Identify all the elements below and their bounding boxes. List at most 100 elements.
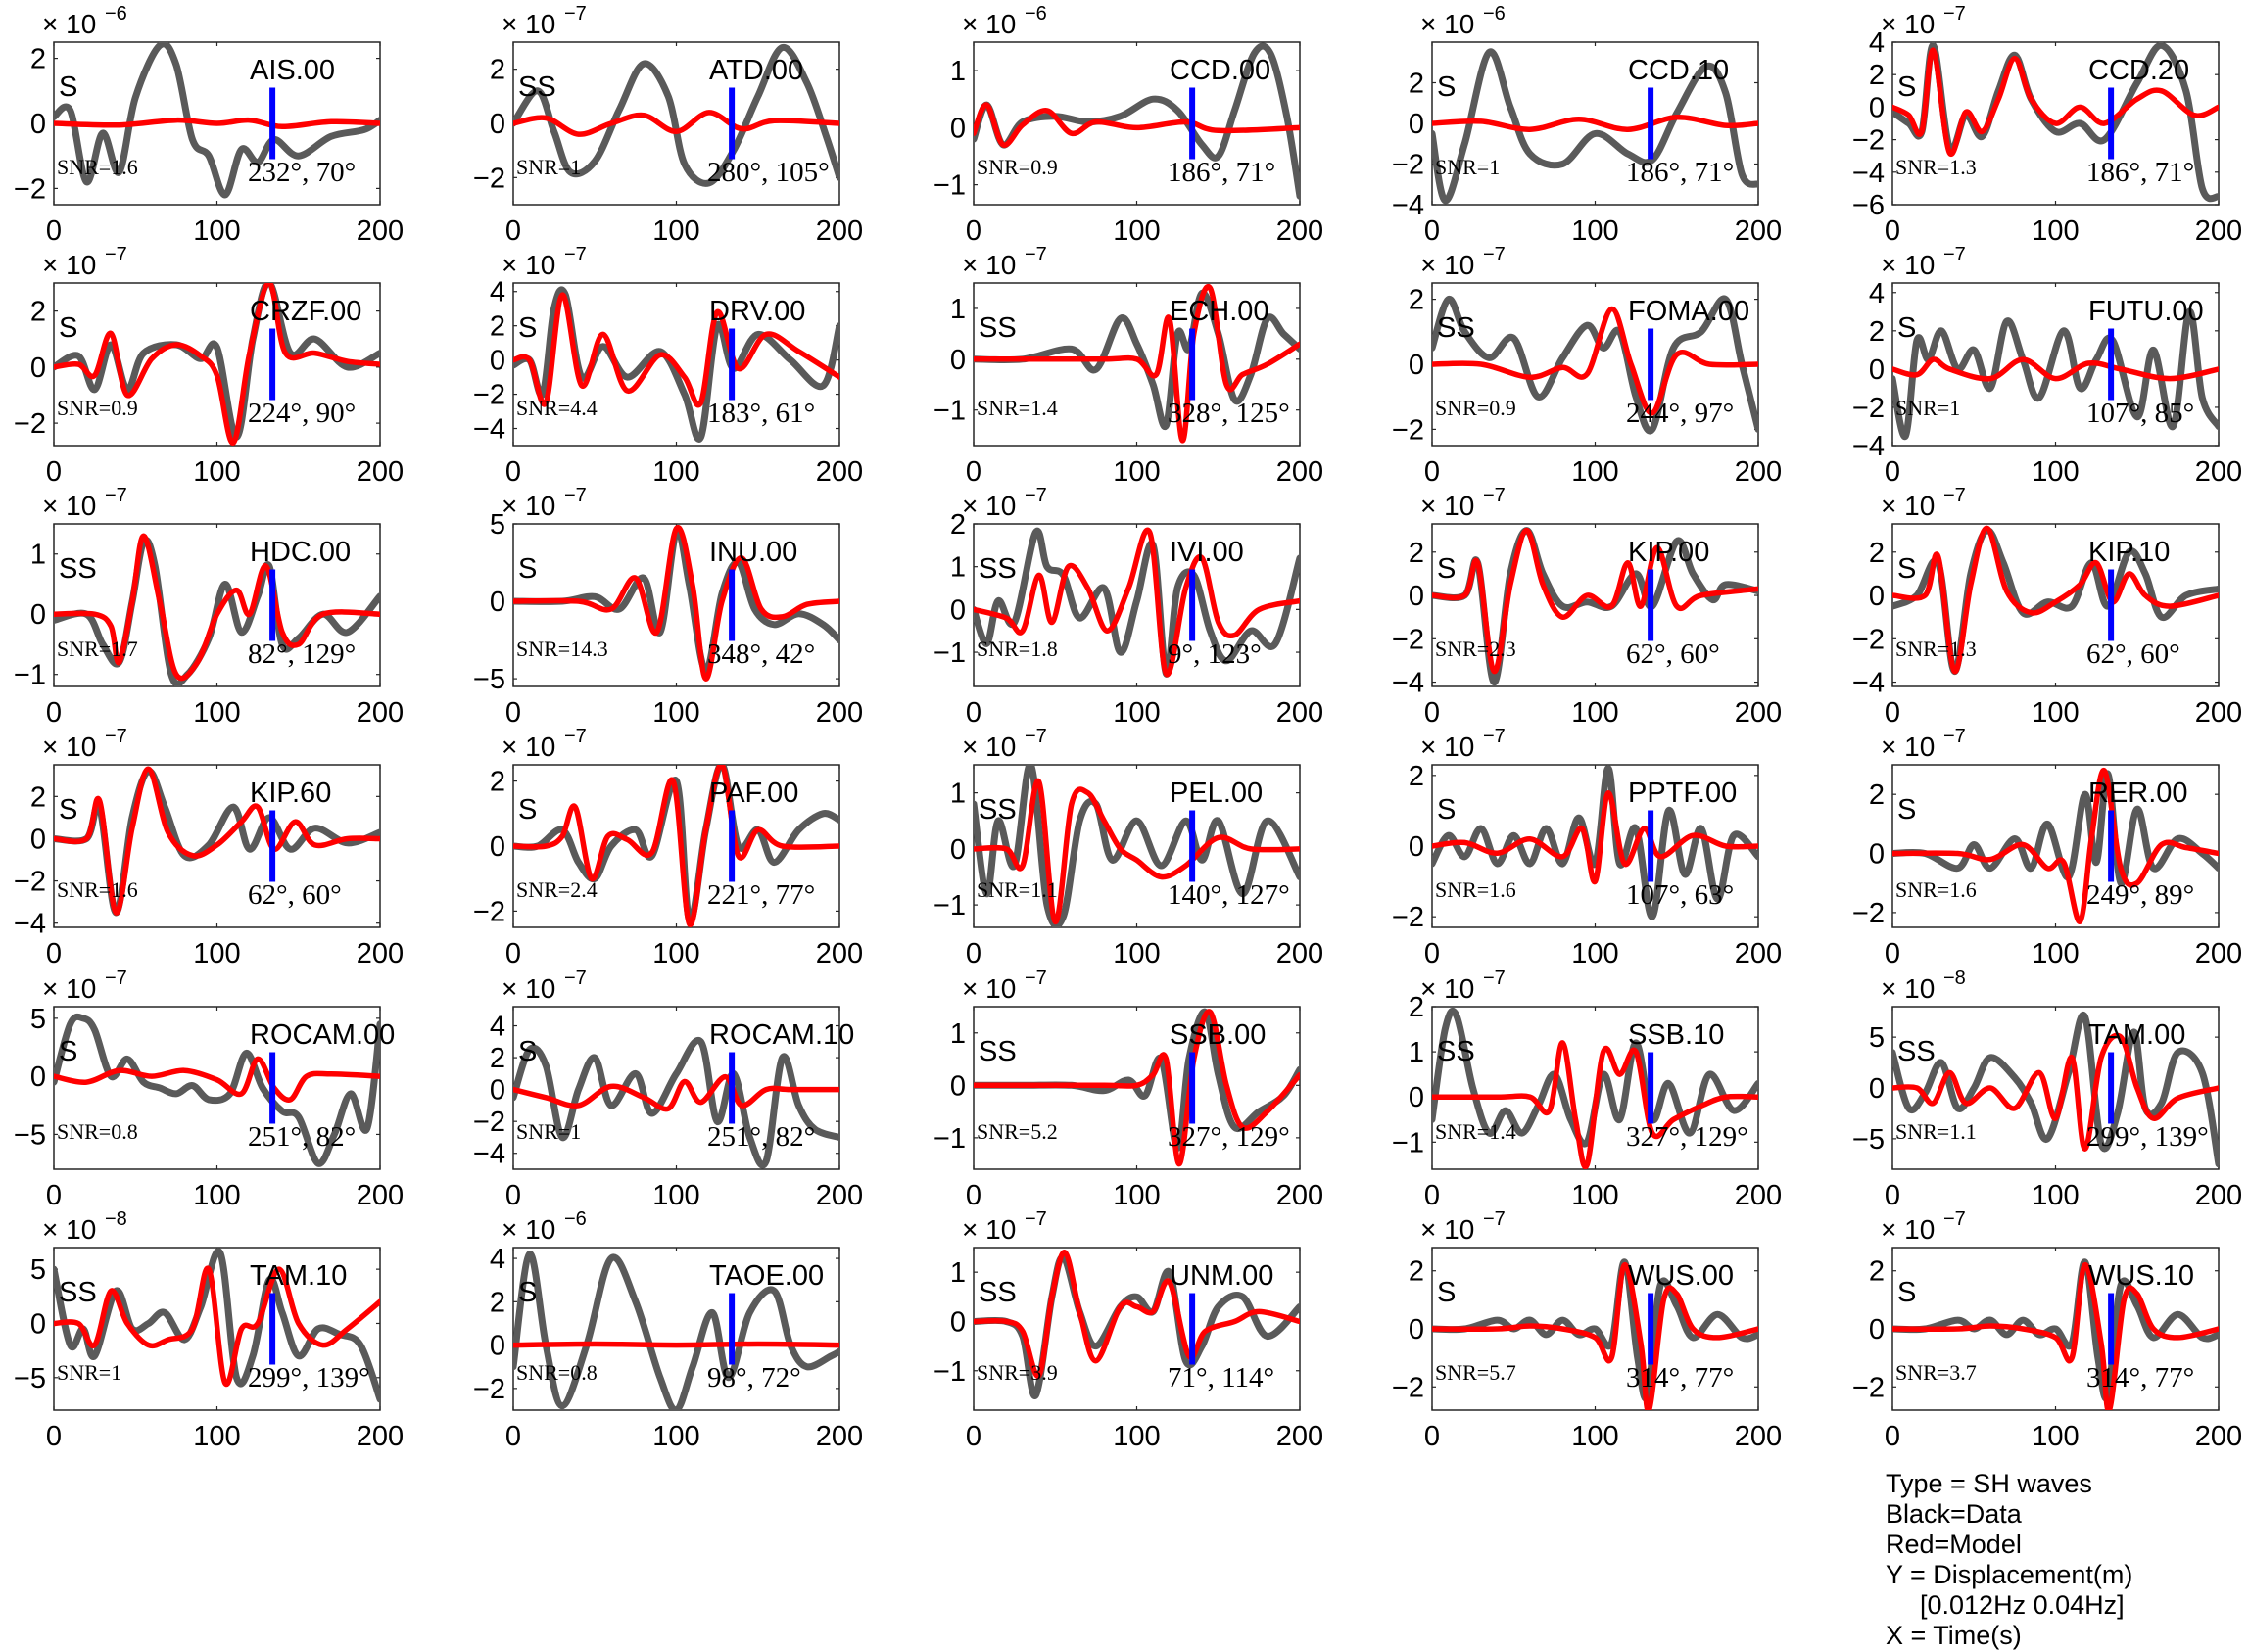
y-tick-label: −6 bbox=[1852, 190, 1885, 221]
x-tick-label: 200 bbox=[1735, 456, 1782, 488]
plot-area bbox=[1892, 42, 2219, 203]
phase-label: SS bbox=[979, 1036, 1017, 1067]
y-tick-label: 1 bbox=[950, 1257, 966, 1289]
exponent-value: −7 bbox=[1483, 244, 1506, 265]
phase-label: S bbox=[59, 71, 77, 103]
plot-area bbox=[1892, 307, 2219, 440]
x-tick-label: 100 bbox=[1571, 1180, 1618, 1211]
model-trace bbox=[1892, 1032, 2219, 1153]
exponent-value: −6 bbox=[564, 1208, 587, 1230]
angles-label: 186°, 71° bbox=[1626, 157, 1734, 188]
phase-label: S bbox=[59, 794, 77, 826]
y-tick-label: 2 bbox=[1869, 779, 1885, 811]
plot-area bbox=[1432, 48, 1758, 205]
x-tick-label: 200 bbox=[816, 697, 863, 729]
x-tick-label: 200 bbox=[2195, 456, 2242, 488]
snr-label: SNR=1.3 bbox=[1895, 637, 1977, 661]
snr-label: SNR=5.7 bbox=[1435, 1360, 1516, 1385]
model-trace bbox=[974, 527, 1300, 678]
x-tick-label: 200 bbox=[357, 1180, 404, 1211]
y-tick-label: 0 bbox=[1869, 354, 1885, 386]
y-tick-label: −5 bbox=[14, 1119, 46, 1151]
snr-label: SNR=1.4 bbox=[1435, 1119, 1516, 1144]
snr-label: SNR=1.7 bbox=[57, 637, 138, 661]
station-label: PPTF.00 bbox=[1628, 778, 1737, 809]
x-tick-label: 200 bbox=[1735, 1180, 1782, 1211]
station-label: HDC.00 bbox=[250, 537, 351, 568]
exponent-label: × 10 bbox=[1420, 491, 1474, 521]
exponent-value: −7 bbox=[105, 968, 127, 989]
exponent-label: × 10 bbox=[502, 1214, 555, 1245]
x-tick-label: 0 bbox=[46, 697, 62, 729]
model-trace bbox=[54, 1265, 380, 1388]
x-tick-label: 200 bbox=[1276, 938, 1323, 969]
angles-label: 98°, 72° bbox=[707, 1362, 801, 1393]
model-trace bbox=[54, 117, 380, 130]
x-tick-label: 100 bbox=[2032, 456, 2079, 488]
x-tick-label: 0 bbox=[1424, 938, 1440, 969]
exponent-value: −7 bbox=[1943, 726, 1966, 747]
exponent-label: × 10 bbox=[962, 9, 1016, 39]
x-tick-label: 200 bbox=[816, 215, 863, 247]
x-tick-label: 200 bbox=[2195, 938, 2242, 969]
y-tick-label: 0 bbox=[1409, 350, 1424, 381]
y-tick-label: 0 bbox=[1869, 581, 1885, 612]
x-tick-label: 0 bbox=[1424, 215, 1440, 247]
model-trace bbox=[1432, 790, 1758, 884]
y-tick-label: −2 bbox=[473, 1374, 505, 1405]
x-tick-label: 0 bbox=[966, 938, 981, 969]
exponent-label: × 10 bbox=[502, 9, 555, 39]
exponent-label: × 10 bbox=[1881, 732, 1935, 762]
y-tick-label: 0 bbox=[490, 587, 505, 618]
y-tick-label: −1 bbox=[14, 660, 46, 691]
station-label: DRV.00 bbox=[709, 296, 805, 327]
y-tick-label: 0 bbox=[1409, 581, 1424, 612]
snr-label: SNR=0.8 bbox=[57, 1119, 138, 1144]
model-trace bbox=[1892, 525, 2219, 675]
data-trace bbox=[974, 1253, 1300, 1399]
phase-label: S bbox=[518, 794, 537, 826]
data-trace bbox=[1432, 48, 1758, 205]
snr-label: SNR=1 bbox=[1435, 155, 1500, 179]
phase-label: S bbox=[518, 1036, 537, 1067]
angles-label: 9°, 123° bbox=[1168, 638, 1262, 670]
data-trace bbox=[54, 283, 380, 441]
y-tick-label: 0 bbox=[30, 109, 46, 140]
data-trace bbox=[513, 1036, 839, 1169]
x-tick-label: 100 bbox=[1113, 1180, 1160, 1211]
exponent-label: × 10 bbox=[1881, 973, 1935, 1004]
station-label: TAOE.00 bbox=[709, 1260, 824, 1292]
y-tick-label: 5 bbox=[1869, 1022, 1885, 1054]
snr-label: SNR=3.9 bbox=[977, 1360, 1058, 1385]
station-label: CCD.20 bbox=[2088, 55, 2189, 86]
y-tick-label: 0 bbox=[490, 1331, 505, 1362]
snr-label: SNR=1.3 bbox=[1895, 155, 1977, 179]
y-tick-label: 5 bbox=[30, 1004, 46, 1035]
snr-label: SNR=1.6 bbox=[1895, 877, 1977, 902]
x-tick-label: 200 bbox=[816, 1180, 863, 1211]
exponent-value: −7 bbox=[1943, 485, 1966, 506]
angles-label: 107°, 85° bbox=[2086, 398, 2194, 429]
x-tick-label: 200 bbox=[357, 938, 404, 969]
exponent-value: −6 bbox=[1483, 3, 1506, 24]
exponent-label: × 10 bbox=[502, 250, 555, 280]
y-tick-label: −2 bbox=[1852, 1372, 1885, 1403]
x-tick-label: 100 bbox=[652, 215, 699, 247]
snr-label: SNR=1.4 bbox=[977, 396, 1058, 420]
x-tick-label: 200 bbox=[1735, 1421, 1782, 1452]
snr-label: SNR=1.1 bbox=[977, 877, 1058, 902]
x-tick-label: 200 bbox=[816, 456, 863, 488]
x-tick-label: 0 bbox=[966, 215, 981, 247]
y-tick-label: −4 bbox=[473, 1139, 505, 1170]
y-tick-label: 2 bbox=[490, 1043, 505, 1074]
angles-label: 251°, 82° bbox=[707, 1121, 815, 1153]
y-tick-label: 2 bbox=[950, 509, 966, 541]
exponent-value: −7 bbox=[1483, 485, 1506, 506]
plot-area bbox=[513, 525, 839, 682]
phase-label: SS bbox=[59, 1277, 97, 1308]
